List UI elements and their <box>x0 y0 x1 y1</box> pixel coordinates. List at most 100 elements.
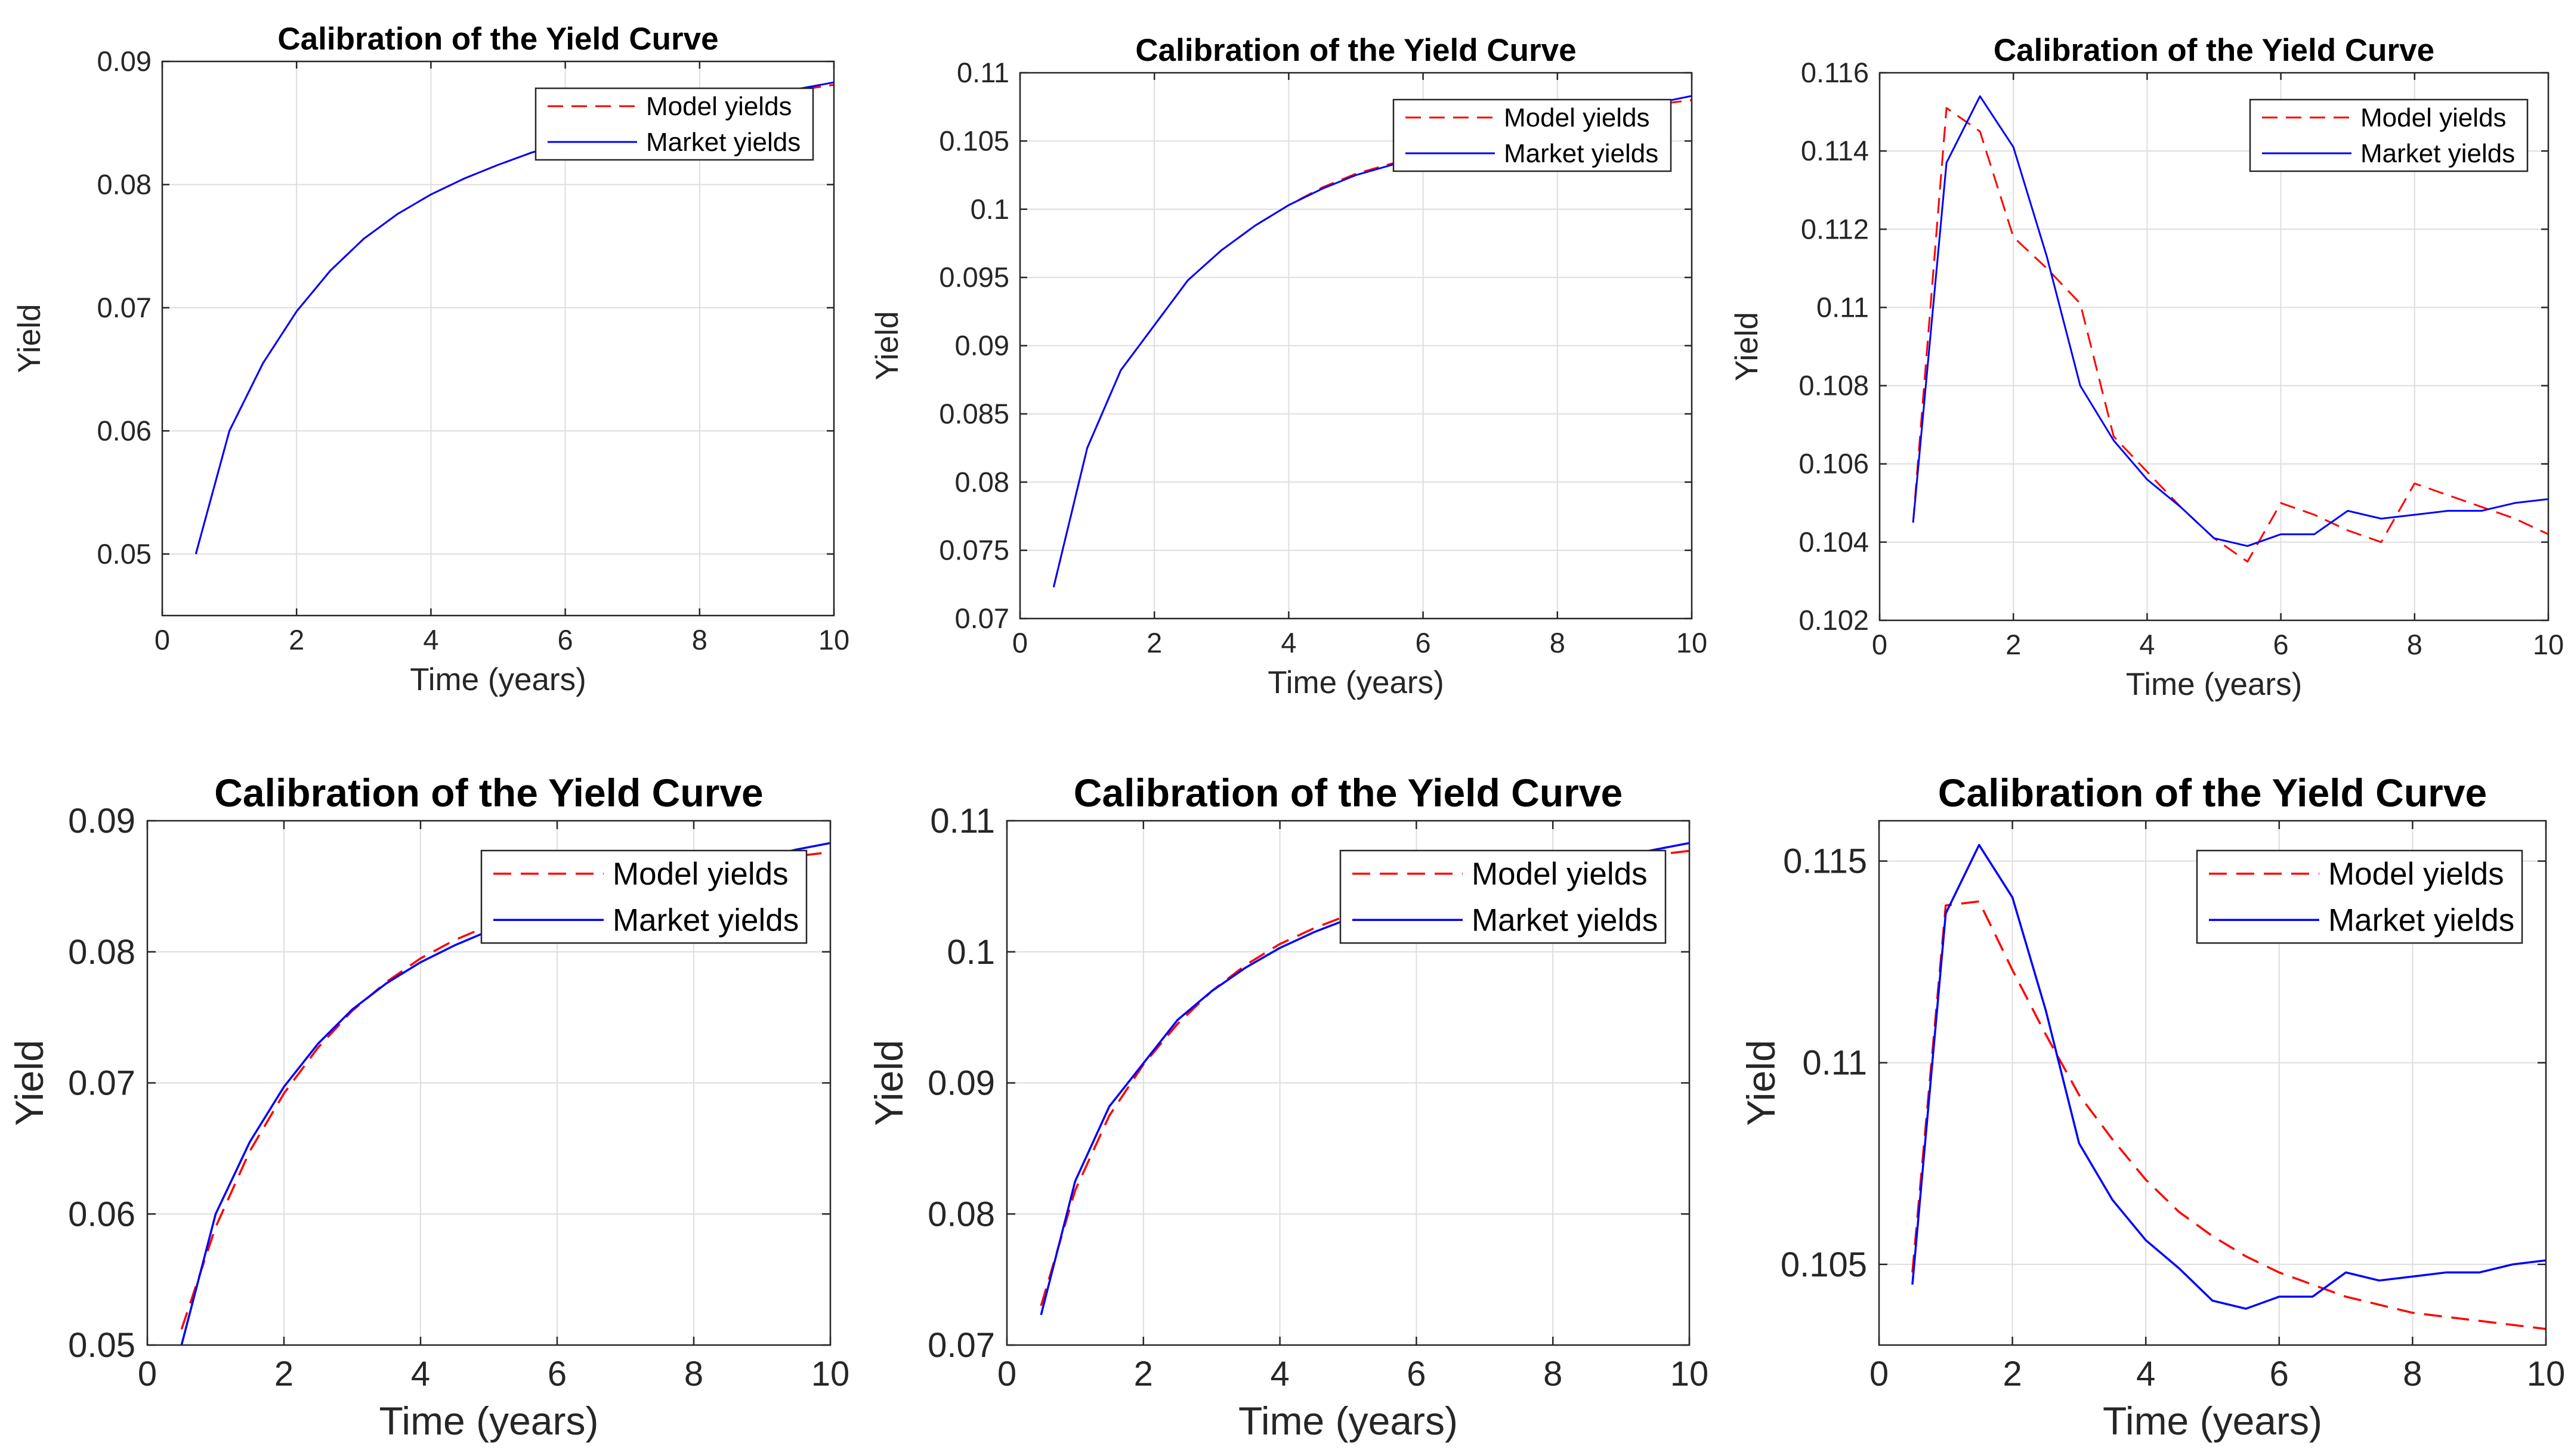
x-tick-label: 6 <box>1416 627 1431 659</box>
axes-box <box>1878 820 2547 1346</box>
legend: Model yields Market yields <box>2249 98 2529 172</box>
y-axis-label: Yield <box>1739 1040 1783 1126</box>
legend-label: Model yields <box>1504 103 1650 132</box>
legend-label: Model yields <box>2360 103 2507 132</box>
legend-box <box>1392 98 1672 172</box>
y-tick-label: 0.108 <box>1799 370 1869 401</box>
legend-box <box>2196 849 2523 944</box>
x-tick-label: 2 <box>2005 629 2021 660</box>
x-tick-label: 6 <box>2270 1355 2289 1393</box>
y-tick-label: 0.05 <box>68 1326 135 1365</box>
chart-panel-4: 0 2 4 6 8 10 0.05 0.06 0.07 0.08 0.09 Calibration o… <box>7 771 849 1443</box>
y-tick-label: 0.06 <box>68 1195 135 1234</box>
chart-title: Calibration of the Yield Curve <box>277 21 718 57</box>
legend-label: Market yields <box>1472 902 1658 938</box>
chart-title: Calibration of the Yield Curve <box>1994 33 2434 68</box>
x-tick-label: 6 <box>548 1355 567 1393</box>
chart-panel-1: 0 2 4 6 8 10 0.05 0.06 0.07 0.08 0.09 Calibration o… <box>12 21 849 697</box>
y-tick-label: 0.07 <box>928 1326 995 1365</box>
chart-panel-6: 0 2 4 6 8 10 0.105 0.11 0.115 Calibration of the … <box>1739 771 2565 1443</box>
legend: Model yields Market yields <box>480 849 808 944</box>
y-tick-label: 0.095 <box>939 261 1009 293</box>
y-axis-label: Yield <box>870 311 905 381</box>
y-tick-label: 0.11 <box>930 802 995 840</box>
y-tick-label: 0.1 <box>947 933 995 972</box>
y-tick-label: 0.11 <box>1816 291 1869 323</box>
x-tick-label: 10 <box>818 624 849 656</box>
y-tick-label: 0.06 <box>97 415 152 446</box>
x-tick-label: 0 <box>1872 629 1887 660</box>
y-tick-label: 0.08 <box>68 933 135 972</box>
series-group <box>1911 843 2546 1330</box>
x-tick-label: 4 <box>1281 627 1296 659</box>
x-tick-label: 10 <box>2533 629 2564 660</box>
x-axis-label: Time (years) <box>1268 665 1444 700</box>
y-tick-label: 0.09 <box>928 1064 995 1103</box>
y-tick-label: 0.09 <box>955 330 1009 361</box>
chart-panel-3: 0 2 4 6 8 10 0.102 0.104 0.106 0.108 0.11 0.112 0.11… <box>1729 33 2564 702</box>
x-axis-label: Time (years) <box>410 662 586 697</box>
y-tick-label: 0.08 <box>955 466 1009 497</box>
legend-label: Market yields <box>1504 139 1658 168</box>
legend-label: Model yields <box>1472 857 1648 892</box>
chart-title: Calibration of the Yield Curve <box>1938 771 2487 815</box>
y-tick-label: 0.104 <box>1799 526 1869 558</box>
y-tick-label: 0.07 <box>97 292 152 323</box>
x-tick-label: 4 <box>411 1355 430 1393</box>
x-tick-label: 6 <box>2273 629 2289 660</box>
y-tick-label: 0.075 <box>939 534 1009 566</box>
x-tick-label: 4 <box>2136 1355 2155 1393</box>
x-tick-label: 0 <box>997 1355 1016 1393</box>
x-tick-label: 2 <box>1134 1355 1153 1393</box>
x-tick-label: 2 <box>1147 627 1162 659</box>
y-tick-label: 0.09 <box>68 802 135 840</box>
x-axis-label: Time (years) <box>379 1399 599 1443</box>
legend-label: Model yields <box>646 92 792 121</box>
axes-box <box>161 60 835 617</box>
x-tick-label: 10 <box>811 1355 850 1393</box>
y-axis-label: Yield <box>1729 312 1765 381</box>
y-tick-label: 0.102 <box>1799 604 1869 636</box>
model-yields-line <box>1911 900 2546 1330</box>
x-tick-label: 8 <box>2403 1355 2422 1393</box>
legend-label: Market yields <box>646 128 801 157</box>
market-yields-line <box>1911 843 2546 1310</box>
x-tick-label: 2 <box>289 624 304 656</box>
chart-title: Calibration of the Yield Curve <box>1135 33 1576 68</box>
x-tick-label: 0 <box>154 624 170 656</box>
legend-label: Market yields <box>613 902 799 938</box>
y-axis-label: Yield <box>12 304 47 373</box>
y-tick-label: 0.07 <box>68 1064 135 1103</box>
legend-label: Market yields <box>2360 139 2515 168</box>
chart-panel-5: 0 2 4 6 8 10 0.07 0.08 0.09 0.1 0.11 Calibration of… <box>867 771 1708 1443</box>
y-tick-label: 0.09 <box>97 45 152 77</box>
x-axis-label: Time (years) <box>1238 1399 1458 1443</box>
y-axis-label: Yield <box>867 1040 911 1126</box>
x-tick-label: 4 <box>423 624 438 656</box>
y-tick-label: 0.085 <box>939 398 1009 429</box>
axes-box <box>1878 72 2550 622</box>
y-tick-label: 0.112 <box>1801 213 1869 245</box>
legend: Model yields Market yields <box>1392 98 1672 172</box>
x-tick-label: 0 <box>1012 627 1028 659</box>
legend-box <box>480 849 808 944</box>
x-tick-label: 6 <box>558 624 573 656</box>
y-tick-label: 0.114 <box>1801 135 1869 166</box>
series-group <box>1912 95 2548 563</box>
x-tick-label: 6 <box>1407 1355 1426 1393</box>
legend-box <box>534 87 814 161</box>
y-axis-label: Yield <box>7 1040 51 1126</box>
y-tick-label: 0.11 <box>957 57 1009 88</box>
x-tick-label: 10 <box>1676 627 1707 659</box>
y-tick-label: 0.08 <box>97 168 152 200</box>
legend: Model yields Market yields <box>534 87 814 161</box>
x-axis-label: Time (years) <box>2103 1399 2322 1443</box>
legend-label: Model yields <box>2328 857 2504 892</box>
y-tick-label: 0.116 <box>1801 57 1869 88</box>
y-tick-label: 0.08 <box>928 1195 995 1234</box>
x-tick-label: 10 <box>1670 1355 1709 1393</box>
x-tick-label: 8 <box>1543 1355 1562 1393</box>
y-tick-label: 0.11 <box>1802 1044 1867 1083</box>
legend-box <box>1339 849 1667 944</box>
